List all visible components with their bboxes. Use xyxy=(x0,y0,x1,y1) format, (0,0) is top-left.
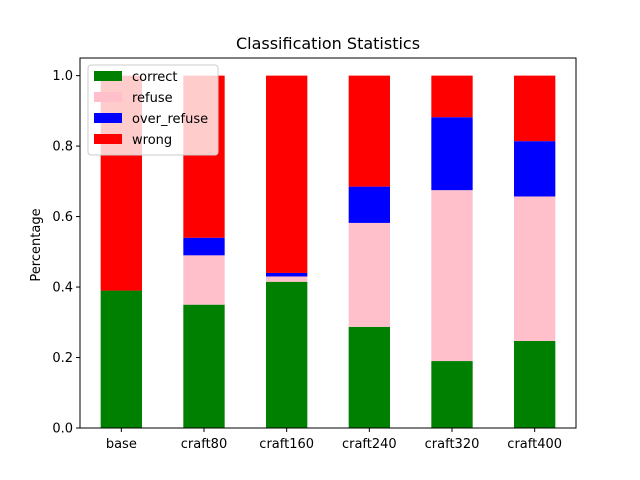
legend-label-refuse: refuse xyxy=(132,91,173,106)
axes-group: 0.0 0.2 0.4 0.6 0.8 1.0 base craft80 craft160 cra… xyxy=(52,57,577,452)
y-tick-label: 0.8 xyxy=(52,140,73,155)
legend-label-correct: correct xyxy=(132,70,178,85)
bar-refuse-craft240 xyxy=(348,222,390,327)
bar-correct-craft240 xyxy=(348,326,390,428)
legend-swatch-refuse xyxy=(94,92,122,102)
bar-wrong-craft240 xyxy=(348,75,390,187)
bar-refuse-craft80 xyxy=(183,255,225,305)
bar-correct-craft400 xyxy=(514,340,556,428)
legend-swatch-over-refuse xyxy=(94,113,122,123)
legend-label-over-refuse: over_refuse xyxy=(132,112,208,127)
legend-swatch-correct xyxy=(94,71,122,81)
bar-correct-craft160 xyxy=(266,281,308,428)
bar-correct-base xyxy=(100,290,142,428)
legend-swatch-wrong xyxy=(94,134,122,144)
y-tick-label: 0.2 xyxy=(52,351,73,366)
y-axis-label: Percentage xyxy=(29,208,44,281)
x-tick-label: craft320 xyxy=(425,437,480,452)
bar-over-refuse-craft400 xyxy=(514,141,556,197)
bar-refuse-craft400 xyxy=(514,196,556,341)
y-tick-label: 0.6 xyxy=(52,210,73,225)
legend-box xyxy=(87,64,219,156)
chart-title: Classification Statistics xyxy=(236,34,420,53)
x-tick-label: craft400 xyxy=(507,437,562,452)
bar-over-refuse-craft80 xyxy=(183,237,225,256)
legend-label-wrong: wrong xyxy=(132,133,172,148)
x-tick-label: base xyxy=(106,437,137,452)
bar-wrong-craft400 xyxy=(514,75,556,142)
bar-refuse-craft320 xyxy=(431,190,473,362)
bar-over-refuse-craft240 xyxy=(348,186,390,223)
bar-refuse-craft160 xyxy=(266,276,308,282)
y-tick-label: 0.0 xyxy=(52,422,73,437)
bar-over-refuse-craft320 xyxy=(431,117,473,191)
y-tick-label: 0.4 xyxy=(52,281,73,296)
x-tick-label: craft160 xyxy=(259,437,314,452)
x-tick-label: craft240 xyxy=(342,437,397,452)
x-tick-label: craft80 xyxy=(181,437,227,452)
bar-correct-craft80 xyxy=(183,304,225,428)
bar-over-refuse-craft160 xyxy=(266,272,308,277)
bar-wrong-craft320 xyxy=(431,75,473,118)
bar-wrong-craft160 xyxy=(266,75,308,273)
bar-correct-craft320 xyxy=(431,361,473,428)
plot-frame xyxy=(79,57,577,429)
y-tick-label: 1.0 xyxy=(52,69,73,84)
